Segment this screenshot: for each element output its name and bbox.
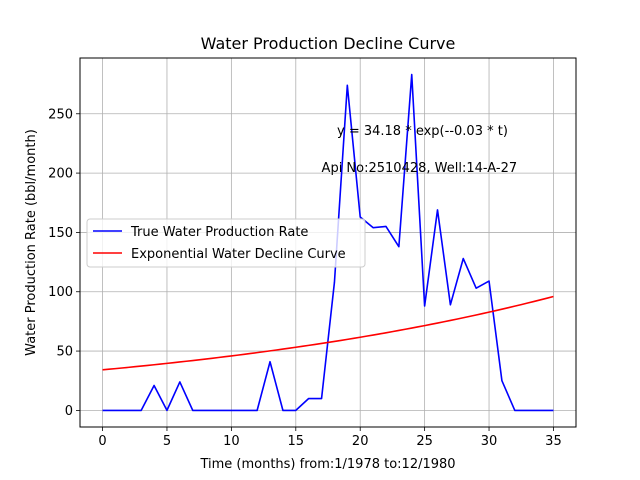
x-tick-label: 15 [288, 434, 305, 449]
x-tick-label: 5 [163, 434, 171, 449]
plot-frame [79, 57, 577, 428]
annotation-well-info: Api No:2510428, Well:14-A-27 [322, 161, 518, 176]
y-tick-label: 50 [56, 345, 73, 360]
chart-title: Water Production Decline Curve [201, 34, 456, 53]
y-axis-label: Water Production Rate (bbl/month) [24, 129, 39, 356]
y-tick-label: 150 [48, 226, 73, 241]
y-tick-label: 100 [48, 285, 73, 300]
x-tick-label: 30 [481, 434, 498, 449]
x-tick-label: 10 [223, 434, 240, 449]
series-line-true-rate [102, 73, 554, 412]
legend: True Water Production Rate Exponential W… [86, 218, 366, 268]
x-tick-label: 0 [98, 434, 106, 449]
annotation-equation: y = 34.18 * exp(--0.03 * t) [337, 124, 508, 139]
legend-label-decline-curve: Exponential Water Decline Curve [131, 247, 346, 262]
ticks: 0 5 10 15 20 25 30 35 0 50 100 150 200 250 [48, 107, 562, 449]
annotations: y = 34.18 * exp(--0.03 * t) Api No:251042… [322, 124, 518, 176]
legend-box [86, 218, 366, 268]
y-tick-label: 200 [48, 167, 73, 182]
x-axis-label: Time (months) from:1/1978 to:12/1980 [199, 457, 455, 472]
x-tick-label: 35 [545, 434, 562, 449]
series-layer [102, 73, 554, 412]
x-tick-label: 25 [416, 434, 433, 449]
legend-label-true-rate: True Water Production Rate [130, 225, 308, 240]
y-tick-label: 0 [65, 404, 73, 419]
y-tick-label: 250 [48, 107, 73, 122]
series-line-decline-curve [102, 295, 554, 371]
x-tick-label: 20 [352, 434, 369, 449]
